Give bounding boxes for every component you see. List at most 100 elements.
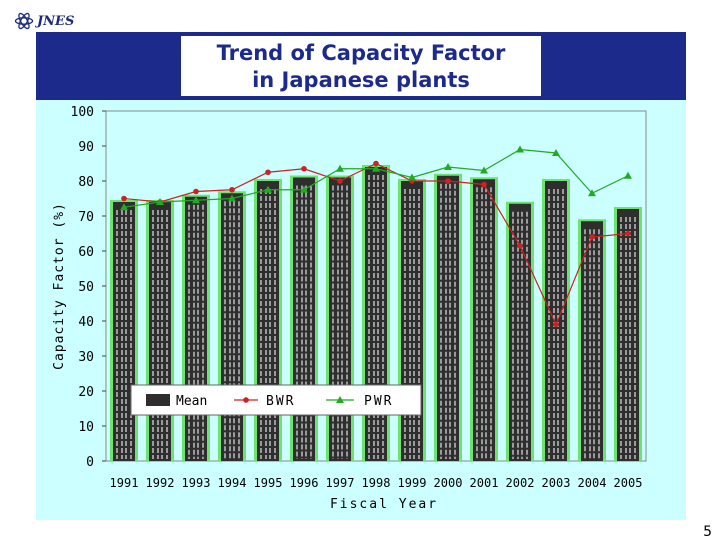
x-tick-label-2005: 2005: [614, 476, 643, 490]
legend-swatch-mean: [146, 394, 170, 406]
bwr-point-2003: [553, 321, 559, 328]
bar-body: [437, 175, 459, 461]
bar-body: [113, 202, 135, 461]
bar-body: [581, 221, 603, 461]
bar-mean-1999: [398, 179, 426, 461]
y-tick-label: 80: [78, 175, 94, 190]
bwr-point-1995: [265, 169, 271, 176]
legend-marker-pwr: [336, 396, 344, 403]
pwr-point-1992: [156, 198, 164, 205]
x-tick-label-1991: 1991: [110, 476, 139, 490]
chart-panel: 0 10 20 30 40 50 60 70 80 90 100 Capacity Factor (%…: [36, 100, 686, 520]
bwr-point-1991: [121, 195, 127, 202]
pwr-point-2004: [588, 189, 596, 197]
bar-mean-1993: [182, 194, 210, 461]
bar-mean-1996: [290, 175, 318, 461]
logo-text: JNES: [37, 13, 75, 29]
pwr-point-1993: [192, 196, 200, 204]
bar-body: [617, 209, 639, 461]
y-tick-label: 100: [71, 105, 94, 120]
bwr-point-2000: [445, 178, 451, 184]
pwr-point-2000: [444, 163, 452, 170]
y-tick-label: 0: [86, 455, 94, 470]
pwr-point-2002: [516, 145, 524, 153]
bar-mean-1995: [254, 179, 282, 461]
title-box: Trend of Capacity Factor in Japanese pla…: [181, 36, 541, 96]
legend: Mean BWR PWR: [130, 384, 422, 416]
x-axis-label: Fiscal Year: [330, 497, 438, 512]
bar-mean-1997: [326, 175, 354, 461]
bwr-point-1996: [301, 165, 307, 172]
legend-box: [130, 384, 422, 416]
bar-mean-1994: [218, 191, 246, 461]
x-tick-label-1996: 1996: [290, 476, 319, 490]
bar-body: [329, 177, 351, 461]
title-banner: Trend of Capacity Factor in Japanese pla…: [36, 32, 686, 100]
bar-body: [509, 203, 531, 461]
pwr-point-1991: [120, 203, 128, 211]
bwr-point-2002: [517, 242, 523, 249]
bar-mean-2003: [542, 179, 570, 461]
x-tick-label-2002: 2002: [506, 476, 535, 490]
bar-mean-2004: [578, 219, 606, 461]
x-tick-label-1994: 1994: [218, 476, 247, 490]
pwr-point-1997: [336, 164, 344, 172]
y-tick-label: 30: [78, 350, 94, 365]
bar-body: [185, 196, 207, 461]
bar-body: [293, 177, 315, 461]
y-axis-label: Capacity Factor (%): [52, 202, 67, 370]
x-tick-label-1995: 1995: [254, 476, 283, 490]
y-tick-label: 90: [78, 140, 94, 155]
x-tick-label-1997: 1997: [326, 476, 355, 490]
y-tick-label: 70: [78, 210, 94, 225]
jnes-logo-icon: [14, 12, 34, 30]
pwr-point-1998: [372, 164, 380, 172]
page-number: 5: [703, 524, 712, 540]
pwr-point-1996: [300, 185, 308, 193]
pwr-point-2001: [480, 166, 488, 174]
y-tick-label: 20: [78, 385, 94, 400]
x-tick-label-2003: 2003: [542, 476, 571, 490]
bar-mean-1992: [146, 200, 174, 461]
legend-marker-bwr: [243, 397, 249, 403]
legend-label-pwr: PWR: [364, 394, 393, 409]
bwr-point-1993: [193, 188, 199, 195]
bar-body: [473, 179, 495, 461]
bar-mean-2005: [614, 207, 642, 461]
bwr-point-1998: [373, 160, 379, 167]
y-tick-label: 10: [78, 420, 94, 435]
x-tick-label-2001: 2001: [470, 476, 499, 490]
bar-mean-2001: [470, 177, 498, 461]
x-tick-label-1993: 1993: [182, 476, 211, 490]
jnes-logo: JNES: [14, 8, 74, 34]
bwr-point-2001: [481, 181, 487, 188]
bar-mean-2000: [434, 173, 462, 461]
bwr-point-1994: [229, 186, 235, 193]
bar-body: [365, 167, 387, 461]
bar-body: [257, 181, 279, 461]
pwr-point-2003: [552, 149, 560, 156]
y-tick-label: 40: [78, 315, 94, 330]
bar-body: [149, 202, 171, 461]
x-tick-label-1998: 1998: [362, 476, 391, 490]
bar-mean-1991: [110, 200, 138, 461]
x-tick-label-1992: 1992: [146, 476, 175, 490]
bar-mean-2002: [506, 201, 534, 461]
bwr-point-1997: [337, 178, 343, 184]
legend-label-bwr: BWR: [266, 394, 295, 409]
capacity-factor-chart: 0 10 20 30 40 50 60 70 80 90 100 Capacity Factor (%…: [52, 105, 647, 512]
y-tick-label: 50: [78, 280, 94, 295]
legend-label-mean: Mean: [176, 394, 207, 409]
pwr-point-1994: [228, 194, 236, 202]
slide-title: Trend of Capacity Factor in Japanese pla…: [216, 41, 506, 92]
pwr-point-1995: [264, 185, 272, 193]
pwr-point-1999: [408, 173, 416, 181]
bar-body: [545, 181, 567, 461]
x-tick-label-2004: 2004: [578, 476, 607, 490]
bwr-point-2005: [625, 230, 631, 237]
bwr-point-2004: [589, 234, 595, 240]
bar-mean-1998: [362, 165, 390, 461]
x-tick-label-1999: 1999: [398, 476, 427, 490]
x-tick-label-2000: 2000: [434, 476, 463, 490]
bar-body: [221, 193, 243, 461]
